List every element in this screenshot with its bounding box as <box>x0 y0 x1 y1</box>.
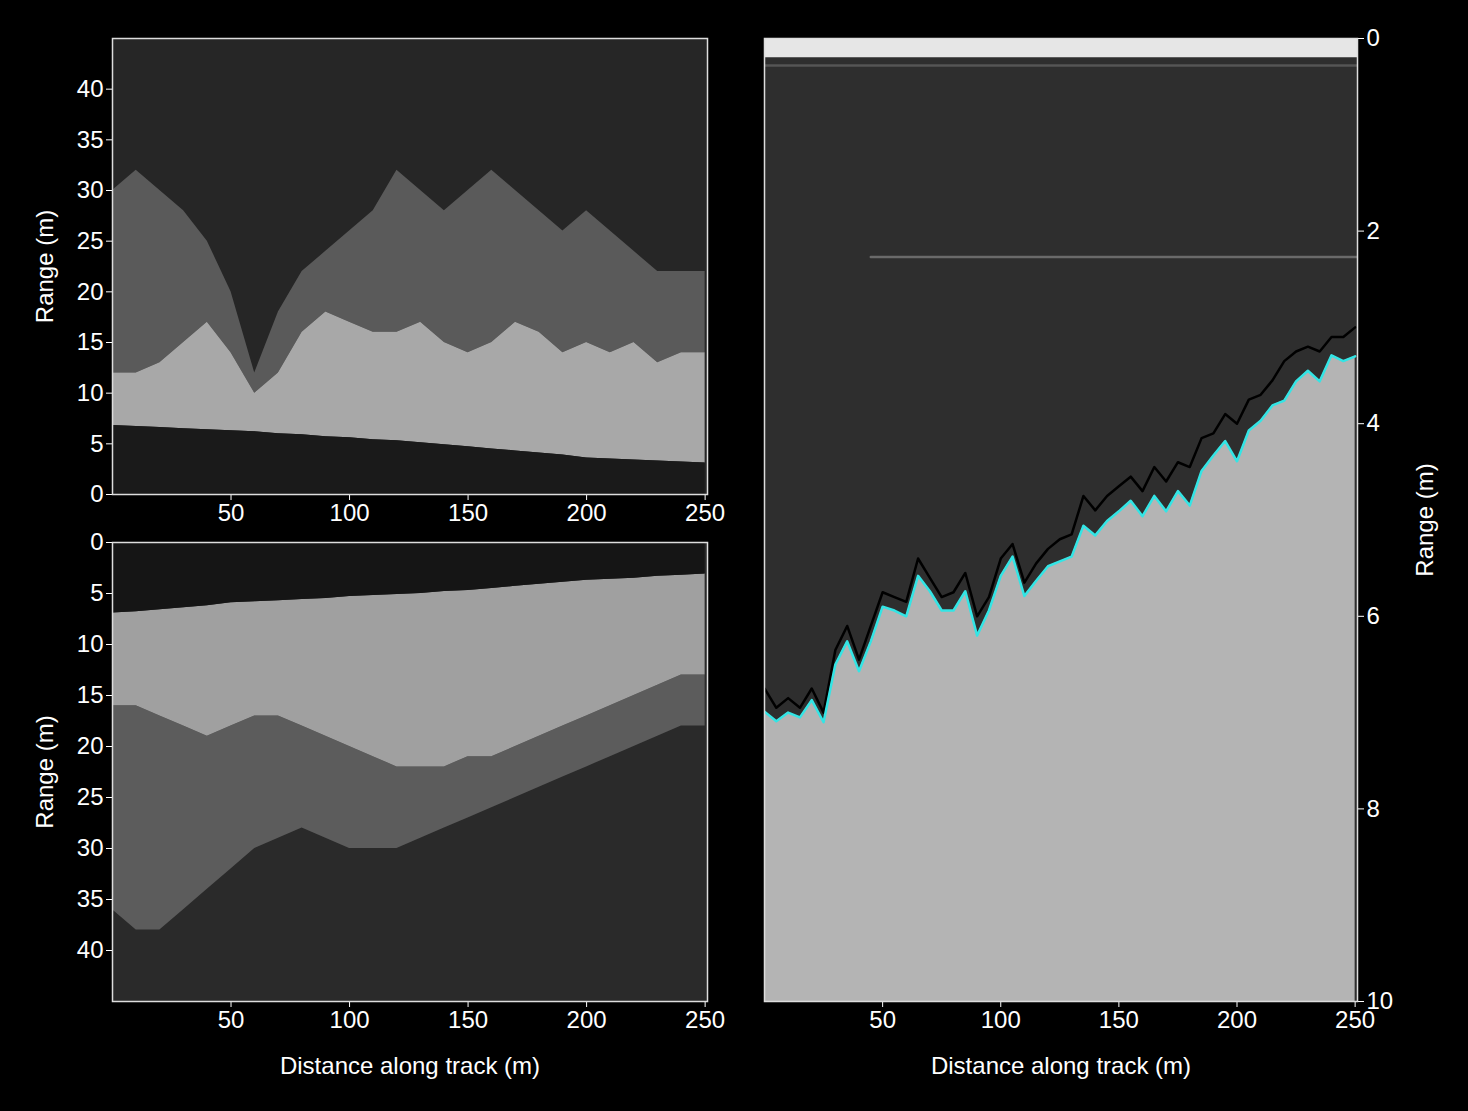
svg-text:250: 250 <box>685 1006 725 1033</box>
svg-text:20: 20 <box>77 732 104 759</box>
svg-text:50: 50 <box>218 499 245 526</box>
svg-text:15: 15 <box>77 328 104 355</box>
svg-text:20: 20 <box>77 278 104 305</box>
svg-text:150: 150 <box>1099 1006 1139 1033</box>
svg-text:150: 150 <box>448 499 488 526</box>
svg-text:Range (m): Range (m) <box>31 210 58 323</box>
svg-text:50: 50 <box>869 1006 896 1033</box>
svg-text:40: 40 <box>77 75 104 102</box>
svg-text:10: 10 <box>77 630 104 657</box>
svg-text:35: 35 <box>77 885 104 912</box>
svg-text:50: 50 <box>218 1006 245 1033</box>
svg-text:10: 10 <box>1367 987 1394 1014</box>
svg-text:25: 25 <box>77 783 104 810</box>
svg-text:10: 10 <box>77 379 104 406</box>
svg-text:2: 2 <box>1367 217 1380 244</box>
svg-text:15: 15 <box>77 681 104 708</box>
svg-text:40: 40 <box>77 936 104 963</box>
svg-text:250: 250 <box>1335 1005 1376 1033</box>
svg-text:100: 100 <box>330 1006 370 1033</box>
svg-text:200: 200 <box>1217 1006 1257 1033</box>
svg-text:30: 30 <box>77 176 104 203</box>
svg-text:Distance along track (m): Distance along track (m) <box>280 1052 540 1079</box>
svg-text:0: 0 <box>90 480 103 507</box>
svg-text:6: 6 <box>1367 602 1380 629</box>
svg-text:Range (m): Range (m) <box>31 715 58 828</box>
svg-text:Distance along track (m): Distance along track (m) <box>931 1052 1191 1079</box>
svg-text:5: 5 <box>90 579 103 606</box>
svg-text:200: 200 <box>567 1006 607 1033</box>
svg-text:250: 250 <box>685 499 725 526</box>
svg-text:100: 100 <box>981 1006 1021 1033</box>
svg-text:35: 35 <box>77 126 104 153</box>
svg-text:0: 0 <box>90 528 103 555</box>
svg-text:200: 200 <box>567 499 607 526</box>
svg-text:25: 25 <box>77 227 104 254</box>
svg-text:30: 30 <box>77 834 104 861</box>
svg-text:4: 4 <box>1367 409 1380 436</box>
svg-text:100: 100 <box>330 499 370 526</box>
svg-text:Range (m): Range (m) <box>1411 463 1438 576</box>
svg-text:150: 150 <box>448 1006 488 1033</box>
svg-text:0: 0 <box>1367 24 1380 51</box>
svg-text:5: 5 <box>90 430 103 457</box>
svg-text:8: 8 <box>1367 795 1380 822</box>
